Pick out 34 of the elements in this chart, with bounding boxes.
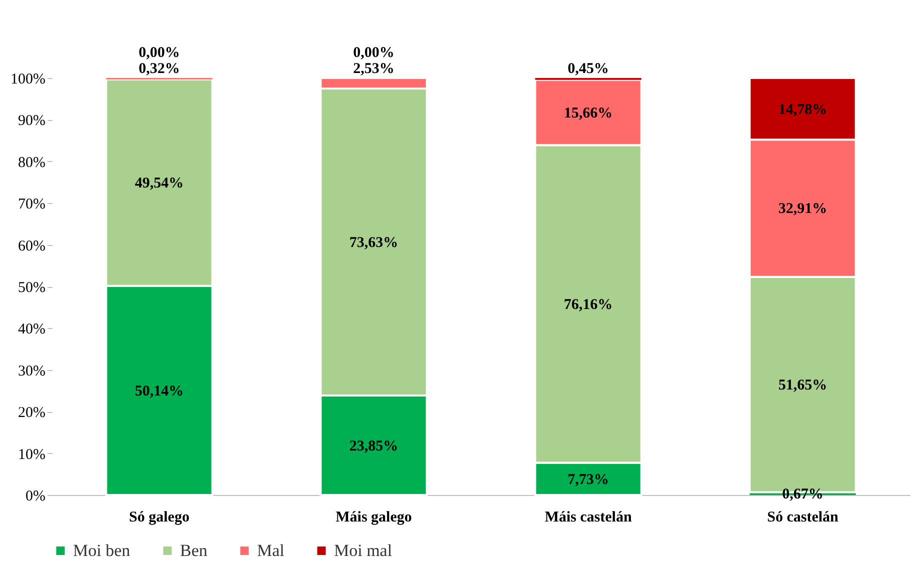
x-tick-label: Máis galego	[336, 510, 412, 526]
x-tick-label: Máis castelán	[544, 510, 632, 526]
data-label: 0,45%	[568, 61, 609, 77]
data-label: 73,63%	[349, 235, 398, 252]
y-tick-label: 50%	[18, 280, 46, 296]
legend-label: Moi ben	[73, 540, 131, 560]
data-label: 32,91%	[778, 201, 828, 218]
y-tick-label: 100%	[10, 72, 46, 88]
legend-label: Moi mal	[334, 540, 392, 560]
data-label: 7,73%	[568, 472, 609, 488]
x-tick-label: Só galego	[129, 510, 190, 526]
y-tick-label: 60%	[18, 238, 46, 254]
data-label: 23,85%	[349, 438, 398, 454]
y-tick-label: 40%	[18, 322, 46, 338]
y-tick-label: 20%	[18, 405, 46, 422]
data-label: 2,53%	[353, 60, 394, 77]
data-label: 14,78%	[778, 102, 828, 118]
legend-label: Ben	[180, 540, 208, 560]
y-tick-label: 80%	[18, 154, 46, 171]
data-label: 0,00%	[138, 45, 180, 61]
data-label: 0,32%	[138, 61, 180, 77]
data-label: 0,00%	[353, 44, 394, 61]
y-tick-label: 90%	[18, 113, 46, 130]
data-label: 50,14%	[134, 383, 184, 400]
data-label: 15,66%	[564, 106, 613, 122]
data-label: 76,16%	[564, 296, 613, 313]
y-tick-label: 10%	[18, 446, 46, 463]
x-tick-label: Só castelán	[767, 510, 840, 526]
y-tick-label: 70%	[18, 196, 46, 213]
legend-label: Mal	[257, 540, 285, 560]
y-tick-label: 0%	[26, 488, 46, 504]
data-label: 51,65%	[778, 378, 828, 394]
y-tick-label: 30%	[18, 363, 46, 380]
data-label: 49,54%	[134, 176, 184, 192]
